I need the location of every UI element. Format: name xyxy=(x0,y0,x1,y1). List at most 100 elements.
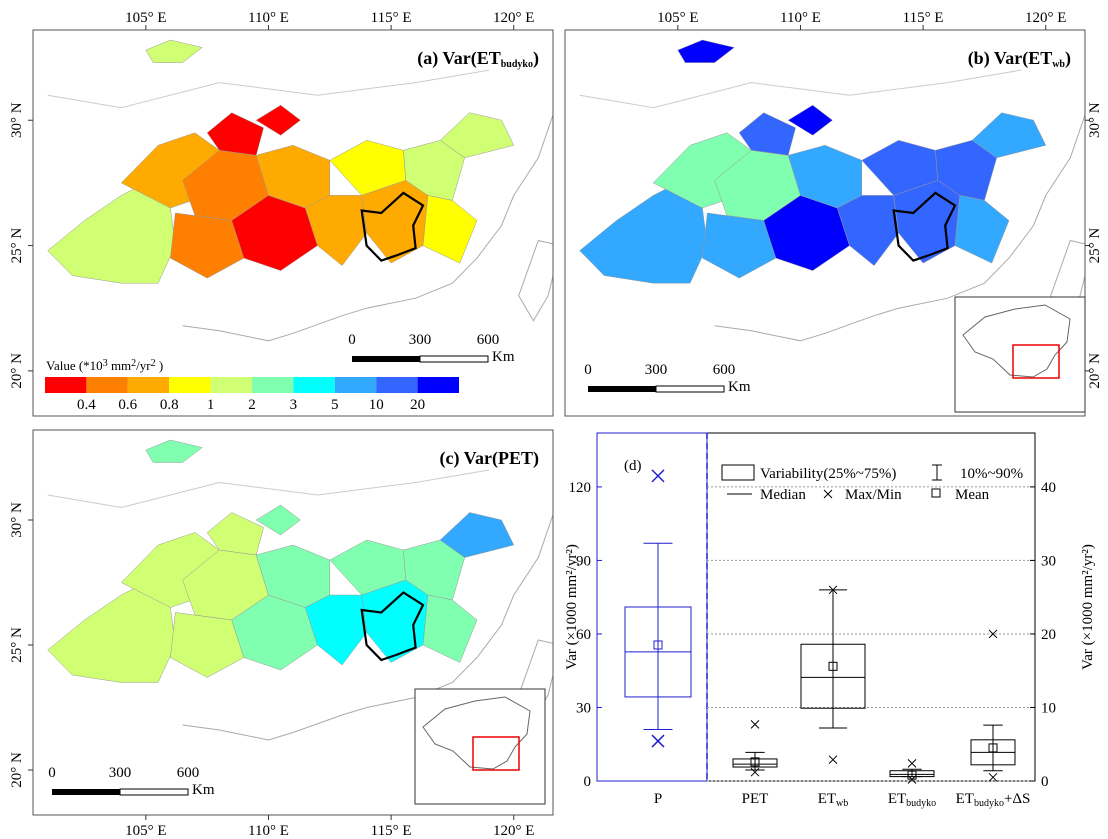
panel-title-part: ) xyxy=(533,48,539,69)
scale-bar-label: 0 xyxy=(348,332,356,348)
basin xyxy=(971,112,1047,159)
y-axis-label: Var (×1000 mm²/yr²) xyxy=(564,544,580,670)
lat-tick-label: 20° N xyxy=(9,353,25,389)
x-tick-label-part: budyko xyxy=(906,798,936,809)
legend-title-part: mm xyxy=(108,358,131,373)
y2-tick-label: 10 xyxy=(1041,700,1056,716)
scale-bar-label: 300 xyxy=(109,765,132,781)
legend-label: Mean xyxy=(955,487,990,503)
lon-tick-label: 110° E xyxy=(248,823,289,839)
legend-label: Median xyxy=(760,487,806,503)
study-basin-outline xyxy=(360,191,425,262)
basin xyxy=(47,182,176,284)
inset-country xyxy=(962,304,1071,378)
lon-tick-label: 105° E xyxy=(657,10,698,26)
inset-frame xyxy=(414,688,546,805)
panel-title: (d) xyxy=(624,458,642,474)
extreme-marker xyxy=(907,759,917,768)
legend-label: Max/Min xyxy=(845,487,902,503)
scale-bar-label: 600 xyxy=(177,765,200,781)
legend-label: 0.6 xyxy=(118,397,137,413)
lat-tick-label: 25° N xyxy=(9,228,25,264)
basin xyxy=(47,582,176,683)
extreme-marker xyxy=(988,772,998,782)
lat-tick-label: 30° N xyxy=(1087,102,1103,138)
x-tick-label: P xyxy=(654,791,662,807)
y2-tick-label: 20 xyxy=(1041,627,1056,643)
x-tick-label-part: wb xyxy=(836,798,848,809)
legend-label: 10 xyxy=(369,397,384,413)
scale-bar-label: 300 xyxy=(409,332,432,348)
legend-title-part: ) xyxy=(156,358,164,373)
y-tick-label: 120 xyxy=(569,480,592,496)
x-tick-label-part: ET xyxy=(956,791,974,807)
panel-title-part: wb xyxy=(1052,59,1065,70)
legend-whisker-icon xyxy=(932,464,942,481)
coastline xyxy=(182,113,553,342)
x-tick-label-part: P xyxy=(654,791,662,807)
legend-swatch xyxy=(169,377,211,393)
x-tick-label-part: +ΔS xyxy=(1004,791,1030,807)
y-tick-label: 90 xyxy=(576,553,591,569)
panel-title-part: (c) Var(PET) xyxy=(440,448,539,469)
basin xyxy=(206,112,264,156)
y-tick-label: 60 xyxy=(576,627,591,643)
province-border xyxy=(579,69,1022,109)
basin xyxy=(738,112,796,156)
x-tick-label: ETbudyko+ΔS xyxy=(956,791,1031,809)
legend-swatch xyxy=(293,377,335,393)
legend-mean-icon xyxy=(931,488,941,498)
legend-extreme-icon xyxy=(823,489,833,499)
scale-bar-black xyxy=(52,789,120,795)
x-tick-label: PET xyxy=(742,791,769,807)
scale-bar-unit: Km xyxy=(492,349,515,365)
legend-label: 20 xyxy=(410,397,425,413)
legend-label: 1 xyxy=(207,397,215,413)
scale-bar-black xyxy=(588,386,656,392)
basin xyxy=(787,104,833,136)
basin xyxy=(145,439,203,463)
panel-frame xyxy=(32,29,554,417)
mean-marker xyxy=(828,661,838,671)
lon-tick-label: 115° E xyxy=(903,10,944,26)
basin xyxy=(579,182,708,284)
study-basin-outline xyxy=(360,591,425,662)
inset-region xyxy=(1012,344,1060,379)
y2-tick-label: 0 xyxy=(1041,774,1049,790)
box xyxy=(800,643,866,709)
map-panel xyxy=(47,39,553,342)
legend-label: 0.8 xyxy=(160,397,179,413)
lat-tick-label: 25° N xyxy=(1087,228,1103,264)
scale-bar-label: 0 xyxy=(584,362,592,378)
x-tick-label-part: budyko xyxy=(974,798,1004,809)
map-panel xyxy=(47,439,553,741)
province-border xyxy=(47,469,490,509)
legend-label: 5 xyxy=(331,397,339,413)
extreme-marker xyxy=(750,767,760,777)
basin xyxy=(836,195,899,266)
y2-axis-label: Var (×1000 mm²/yr²) xyxy=(1080,544,1096,670)
lat-tick-label: 20° N xyxy=(9,752,25,788)
basin xyxy=(255,504,301,536)
legend-title-part: 2 xyxy=(131,358,136,369)
legend-label: 0.4 xyxy=(77,397,96,413)
basin xyxy=(304,195,367,266)
lat-tick-label: 25° N xyxy=(9,627,25,663)
lat-tick-label: 20° N xyxy=(1087,353,1103,389)
scale-bar-label: 600 xyxy=(713,362,736,378)
lon-tick-label: 120° E xyxy=(1025,10,1066,26)
basin xyxy=(677,39,735,63)
inset-frame xyxy=(954,296,1086,413)
x-tick-label: ETbudyko xyxy=(888,791,936,809)
lat-tick-label: 30° N xyxy=(9,502,25,538)
panel-frame xyxy=(564,29,1086,417)
legend-box-icon xyxy=(721,464,755,481)
lon-tick-label: 120° E xyxy=(493,823,534,839)
box xyxy=(732,758,778,768)
panel-title: (b) Var(ETwb) xyxy=(968,48,1071,70)
scale-bar-unit: Km xyxy=(192,782,215,798)
y-tick-label: 30 xyxy=(576,700,591,716)
lon-tick-label: 110° E xyxy=(780,10,821,26)
extreme-marker xyxy=(651,469,665,483)
